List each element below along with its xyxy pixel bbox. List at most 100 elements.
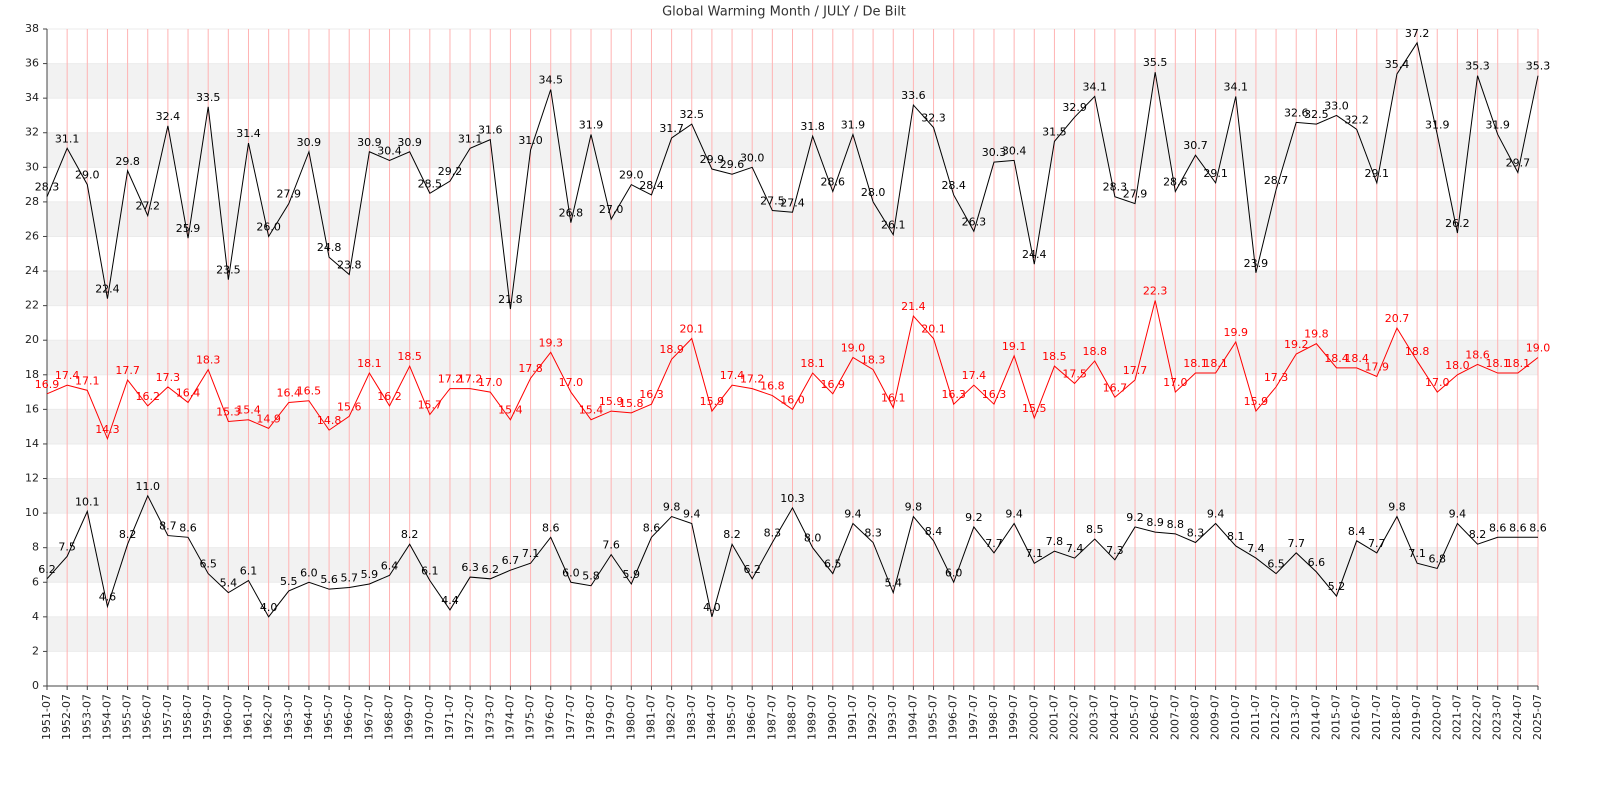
x-tick-label: 1981-07 [644, 694, 657, 740]
value-label: 17.4 [962, 369, 987, 382]
value-label: 28.3 [35, 181, 60, 194]
value-label: 10.1 [75, 495, 100, 508]
x-tick-label: 1962-07 [262, 694, 275, 740]
value-label: 18.4 [1324, 352, 1349, 365]
value-label: 8.2 [1469, 528, 1487, 541]
line [46, 300, 1539, 441]
y-tick-label: 26 [25, 229, 39, 242]
value-label: 17.5 [1062, 367, 1087, 380]
value-label: 15.5 [1022, 402, 1047, 415]
x-tick-label: 2007-07 [1168, 694, 1181, 740]
value-label: 28.0 [861, 186, 886, 199]
value-label: 8.4 [1348, 525, 1366, 538]
value-label: 7.8 [1046, 535, 1064, 548]
y-tick-label: 0 [32, 679, 39, 692]
x-tick-label: 2011-07 [1249, 694, 1262, 740]
value-label: 7.6 [602, 539, 620, 552]
value-label: 6.4 [381, 559, 399, 572]
value-label: 8.6 [1529, 521, 1547, 534]
value-label: 8.6 [542, 521, 560, 534]
value-label: 8.3 [864, 526, 882, 539]
value-label: 6.2 [482, 563, 500, 576]
value-label: 28.4 [941, 179, 966, 192]
value-label: 6.1 [421, 565, 439, 578]
x-tick-label: 2012-07 [1269, 694, 1282, 740]
value-label: 5.8 [582, 570, 600, 583]
value-label: 31.8 [800, 120, 825, 133]
x-tick-label: 1990-07 [826, 694, 839, 740]
value-label: 15.9 [700, 395, 725, 408]
value-label: 35.4 [1385, 58, 1410, 71]
chart-title: Global Warming Month / JULY / De Bilt [662, 5, 906, 20]
x-tick-label: 2000-07 [1027, 694, 1040, 740]
x-tick-label: 2003-07 [1088, 694, 1101, 740]
x-tick-label: 2006-07 [1148, 694, 1161, 740]
value-label: 18.3 [861, 354, 886, 367]
x-tick-label: 1987-07 [765, 694, 778, 740]
value-label: 17.4 [720, 369, 745, 382]
value-label: 33.6 [901, 89, 926, 102]
x-tick-label: 1951-07 [40, 694, 53, 740]
x-tick-label: 2015-07 [1330, 694, 1343, 740]
y-tick-label: 20 [25, 333, 39, 346]
value-label: 30.3 [982, 146, 1007, 159]
x-tick-label: 1984-07 [705, 694, 718, 740]
value-label: 30.9 [297, 136, 322, 149]
x-tick-label: 2005-07 [1128, 694, 1141, 740]
value-label: 8.2 [401, 528, 419, 541]
value-label: 14.9 [256, 412, 281, 425]
x-tick-label: 2023-07 [1491, 694, 1504, 740]
value-label: 30.4 [1002, 144, 1027, 157]
x-tick-label: 1953-07 [80, 694, 93, 740]
value-label: 15.7 [418, 399, 443, 412]
value-label: 17.7 [1123, 364, 1148, 377]
x-tick-label: 1988-07 [786, 694, 799, 740]
value-label: 7.1 [1026, 547, 1044, 560]
x-tick-label: 1993-07 [886, 694, 899, 740]
x-tick-label: 1976-07 [544, 694, 557, 740]
value-label: 17.4 [55, 369, 80, 382]
value-label: 8.2 [723, 528, 741, 541]
x-tick-label: 2020-07 [1430, 694, 1443, 740]
y-tick-label: 32 [25, 126, 39, 139]
value-label: 6.1 [240, 565, 258, 578]
value-label: 31.7 [659, 122, 684, 135]
value-label: 21.8 [498, 293, 523, 306]
x-tick-label: 1983-07 [685, 694, 698, 740]
value-label: 6.3 [461, 561, 479, 574]
value-label: 17.2 [438, 373, 463, 386]
value-label: 15.8 [619, 397, 644, 410]
x-tick-label: 1966-07 [342, 694, 355, 740]
value-label: 9.8 [1388, 501, 1406, 514]
value-label: 8.7 [159, 520, 177, 533]
x-tick-label: 1967-07 [362, 694, 375, 740]
x-tick-label: 1971-07 [443, 694, 456, 740]
x-tick-label: 2014-07 [1309, 694, 1322, 740]
value-label: 19.0 [841, 342, 866, 355]
value-label: 17.2 [740, 373, 765, 386]
value-label: 29.8 [115, 155, 140, 168]
value-label: 6.2 [38, 563, 56, 576]
value-label: 18.1 [1183, 357, 1208, 370]
x-tick-label: 1995-07 [927, 694, 940, 740]
x-tick-label: 1954-07 [100, 694, 113, 740]
y-tick-label: 12 [25, 472, 39, 485]
value-label: 5.5 [280, 575, 298, 588]
value-label: 17.3 [1264, 371, 1289, 384]
value-label: 35.3 [1465, 60, 1490, 73]
value-label: 17.2 [458, 373, 483, 386]
value-label: 9.4 [1005, 507, 1023, 520]
value-label: 31.0 [518, 134, 543, 147]
y-tick-label: 36 [25, 57, 39, 70]
value-label: 4.4 [441, 594, 459, 607]
y-tick-label: 14 [25, 437, 39, 450]
value-label: 16.4 [176, 386, 201, 399]
value-label: 7.4 [1247, 542, 1265, 555]
line [46, 41, 1539, 310]
value-label: 32.3 [921, 112, 946, 125]
value-label: 28.4 [639, 179, 664, 192]
value-label: 32.5 [1304, 108, 1329, 121]
x-tick-label: 1973-07 [483, 694, 496, 740]
value-label: 29.7 [1506, 157, 1531, 170]
